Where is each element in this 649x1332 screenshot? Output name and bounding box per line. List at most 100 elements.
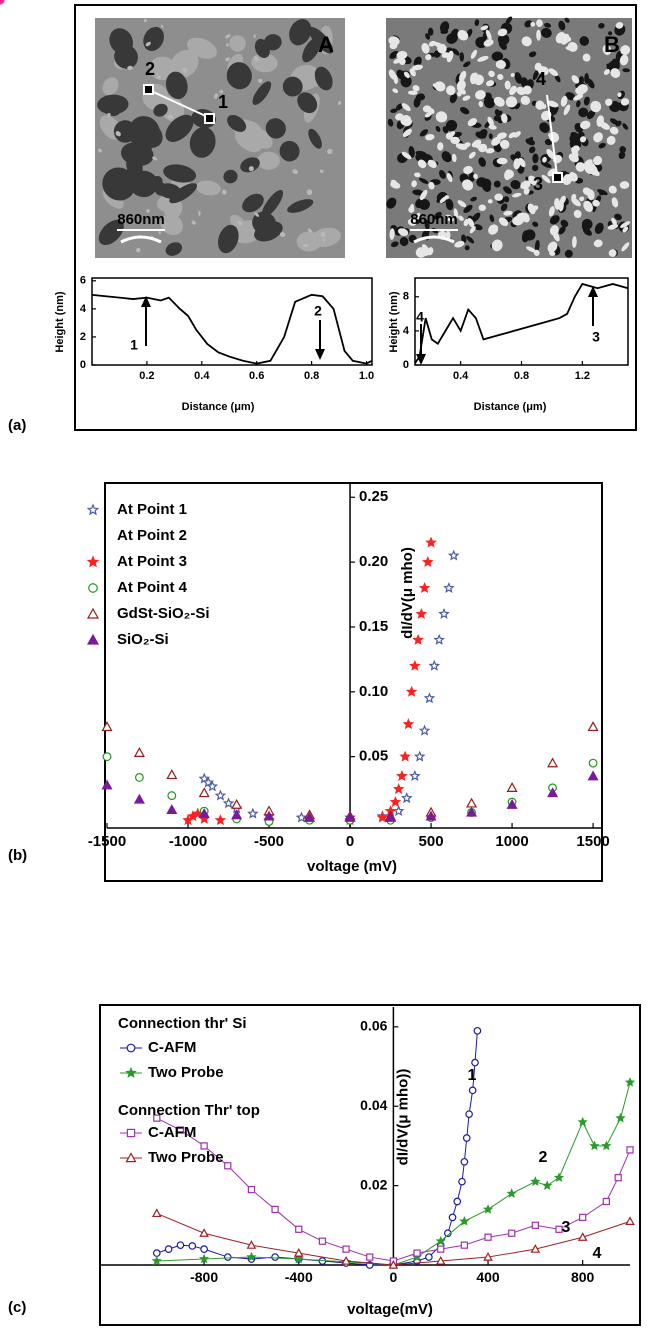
afm-grain — [483, 39, 494, 47]
afm-grain — [608, 185, 617, 194]
afm-grain — [198, 210, 201, 216]
circle-marker — [271, 1253, 279, 1261]
triangle-marker — [304, 811, 316, 822]
afm-grain — [402, 128, 412, 137]
square-marker — [247, 1185, 256, 1194]
triangle-marker — [530, 1244, 541, 1253]
afm-grain — [548, 68, 559, 77]
afm-grain — [513, 158, 521, 170]
afm-grain — [386, 197, 397, 209]
afm-grain — [619, 181, 630, 189]
circle-marker — [188, 1242, 197, 1250]
afm-grain — [102, 167, 136, 201]
afm-grain — [432, 83, 439, 88]
legend-label: Two Probe — [148, 1149, 224, 1166]
y-tick-label: 4 — [403, 325, 410, 337]
afm-grain — [488, 70, 495, 78]
panel-label: (c) — [8, 1299, 26, 1316]
afm-grain — [491, 51, 504, 62]
annotation: 2 — [539, 1149, 548, 1166]
triangle-marker — [166, 769, 178, 780]
afm-grain — [322, 238, 325, 242]
afm-grain — [615, 22, 624, 29]
afm-grain — [605, 98, 613, 106]
afm-grain — [587, 189, 595, 201]
afm-grain — [599, 121, 610, 130]
afm-grain — [163, 198, 183, 220]
y-axis-label: dI/dV(μ mho) — [399, 547, 416, 639]
afm-grain — [433, 41, 445, 49]
x-tick-label: 1500 — [576, 833, 609, 850]
afm-grain — [219, 90, 224, 94]
afm-grain — [398, 58, 406, 66]
square-marker — [484, 1233, 492, 1241]
afm-grain — [445, 214, 454, 222]
afm-grain — [485, 29, 492, 41]
afm-grain — [539, 122, 550, 133]
afm-grain — [544, 22, 552, 28]
afm-grain — [531, 164, 539, 172]
afm-grain — [424, 112, 432, 118]
afm-grain — [529, 146, 536, 154]
afm-grain — [418, 177, 429, 184]
circle-marker — [588, 758, 598, 768]
afm-grain — [157, 75, 161, 79]
star-marker — [447, 549, 460, 561]
triangle-marker — [86, 607, 100, 619]
afm-grain — [609, 118, 619, 125]
afm-grain — [491, 136, 501, 146]
triangle-marker — [344, 811, 356, 822]
afm-grain — [414, 172, 421, 178]
series-line — [156, 1030, 478, 1266]
triangle-marker — [231, 809, 243, 820]
afm-grain — [618, 151, 626, 160]
triangle-marker — [547, 757, 559, 768]
afm-grain — [152, 156, 158, 161]
afm-grain — [568, 153, 579, 163]
afm-grain — [503, 210, 513, 216]
afm-grain — [462, 179, 474, 191]
afm-grain — [153, 103, 168, 117]
afm-grain — [614, 213, 622, 221]
circle-marker — [453, 1197, 462, 1206]
afm-grain — [254, 38, 270, 59]
afm-grain — [163, 164, 197, 183]
triangle-marker — [133, 747, 145, 757]
annotation: 4 — [416, 309, 424, 325]
annotation: 4 — [593, 1245, 602, 1262]
triangle-marker — [101, 721, 113, 732]
afm-grain — [403, 71, 410, 79]
plot-frame — [91, 277, 373, 366]
afm-grain — [622, 123, 629, 130]
afm-grain — [307, 228, 313, 233]
afm-grain — [395, 113, 404, 121]
afm-grain — [126, 152, 143, 180]
afm-grain — [622, 68, 630, 73]
afm-grain — [160, 214, 184, 236]
square-marker — [508, 1229, 516, 1237]
afm-grain — [501, 113, 508, 123]
afm-grain — [165, 114, 194, 142]
afm-grain — [425, 54, 432, 61]
triangle-marker — [388, 1259, 399, 1269]
square-marker — [271, 1205, 279, 1214]
star-marker — [589, 1140, 600, 1151]
afm-grain — [498, 217, 509, 227]
afm-grain — [252, 81, 272, 105]
legend-group-title: Connection Thr' top — [118, 1102, 260, 1119]
afm-grain — [169, 183, 198, 204]
afm-grain — [237, 220, 243, 226]
circle-marker — [102, 752, 112, 762]
legend-label: At Point 4 — [117, 579, 188, 596]
afm-grain — [494, 109, 501, 117]
afm-grain — [229, 35, 246, 52]
afm-grain — [500, 203, 508, 212]
triangle-marker — [577, 1232, 588, 1241]
star-marker — [86, 503, 100, 516]
afm-grain — [531, 205, 539, 211]
star-marker — [438, 607, 450, 619]
afm-grain — [457, 200, 467, 208]
afm-grain — [581, 224, 590, 233]
afm-grain — [573, 209, 582, 218]
afm-grain — [143, 18, 147, 23]
